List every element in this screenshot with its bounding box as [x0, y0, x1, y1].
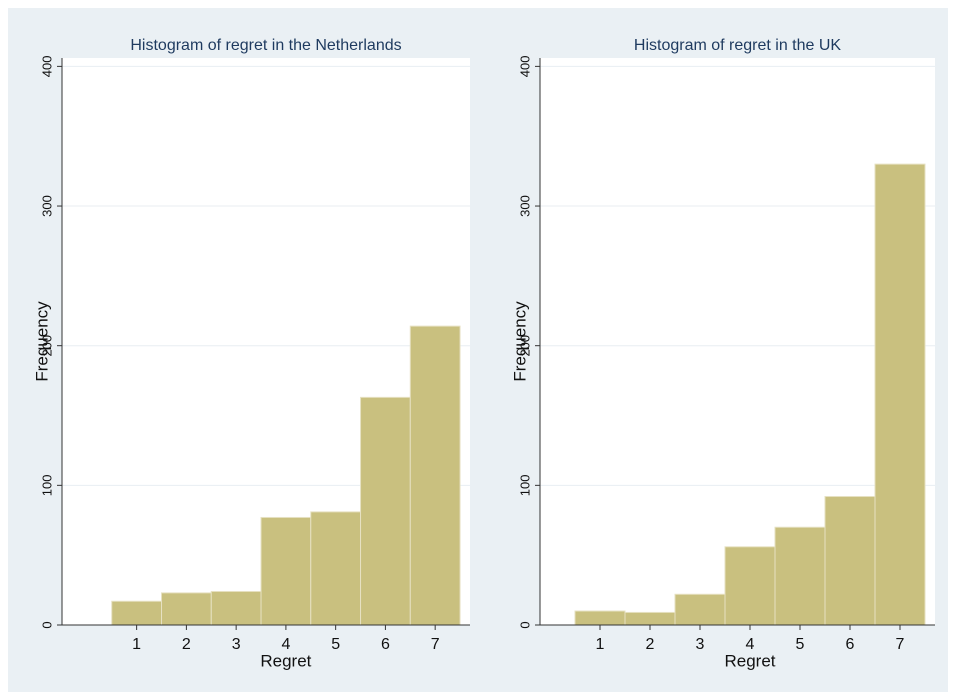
y-tick-label: 400	[517, 56, 532, 78]
x-tick-label: 1	[132, 636, 141, 653]
bar	[874, 163, 926, 626]
x-tick-label: 4	[746, 636, 755, 653]
x-axis-label: Regret	[724, 651, 775, 670]
x-tick-label: 6	[846, 636, 855, 653]
bar	[210, 590, 262, 626]
y-tick-label: 300	[517, 195, 532, 217]
bar	[624, 611, 676, 626]
y-axis-label: Frequency	[510, 301, 529, 382]
chart-title: Histogram of regret in the Netherlands	[130, 37, 401, 54]
bar	[360, 396, 411, 626]
bar	[674, 593, 726, 626]
x-tick-label: 1	[596, 636, 605, 653]
y-tick-label: 100	[517, 474, 532, 496]
bar	[824, 496, 876, 626]
bar	[310, 511, 362, 626]
y-axis-label: Frequency	[32, 301, 51, 382]
x-tick-label: 7	[896, 636, 905, 653]
y-tick-label: 300	[39, 195, 54, 217]
x-tick-label: 2	[646, 636, 655, 653]
bar	[574, 610, 626, 626]
bar	[409, 325, 461, 626]
x-tick-label: 3	[696, 636, 705, 653]
x-axis-label: Regret	[260, 651, 311, 670]
y-tick-label: 100	[39, 474, 54, 496]
x-tick-label: 5	[331, 636, 340, 653]
x-tick-label: 7	[431, 636, 440, 653]
y-tick-label: 0	[39, 621, 54, 628]
bar	[260, 516, 312, 626]
x-tick-label: 6	[381, 636, 390, 653]
y-tick-label: 200	[39, 335, 54, 357]
x-tick-label: 4	[281, 636, 290, 653]
x-tick-label: 5	[796, 636, 805, 653]
x-tick-label: 2	[182, 636, 191, 653]
y-tick-label: 200	[517, 335, 532, 357]
x-tick-label: 3	[232, 636, 241, 653]
bar	[774, 526, 826, 626]
bar	[111, 600, 163, 626]
chart-title: Histogram of regret in the UK	[634, 37, 842, 54]
y-tick-label: 0	[517, 621, 532, 628]
bar	[724, 546, 776, 626]
bar	[161, 592, 212, 626]
y-tick-label: 400	[39, 56, 54, 78]
